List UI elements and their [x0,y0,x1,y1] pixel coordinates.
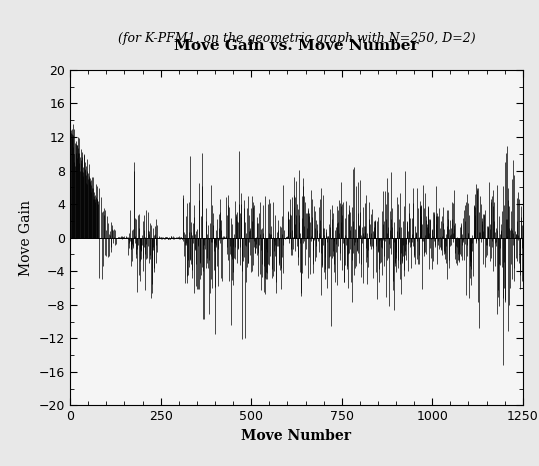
X-axis label: Move Number: Move Number [241,429,351,443]
Y-axis label: Move Gain: Move Gain [19,199,33,276]
Text: (for K-PFM1, on the geometric graph with N=250, D=2): (for K-PFM1, on the geometric graph with… [118,32,475,45]
Title: Move Gain vs. Move Number: Move Gain vs. Move Number [174,40,419,54]
